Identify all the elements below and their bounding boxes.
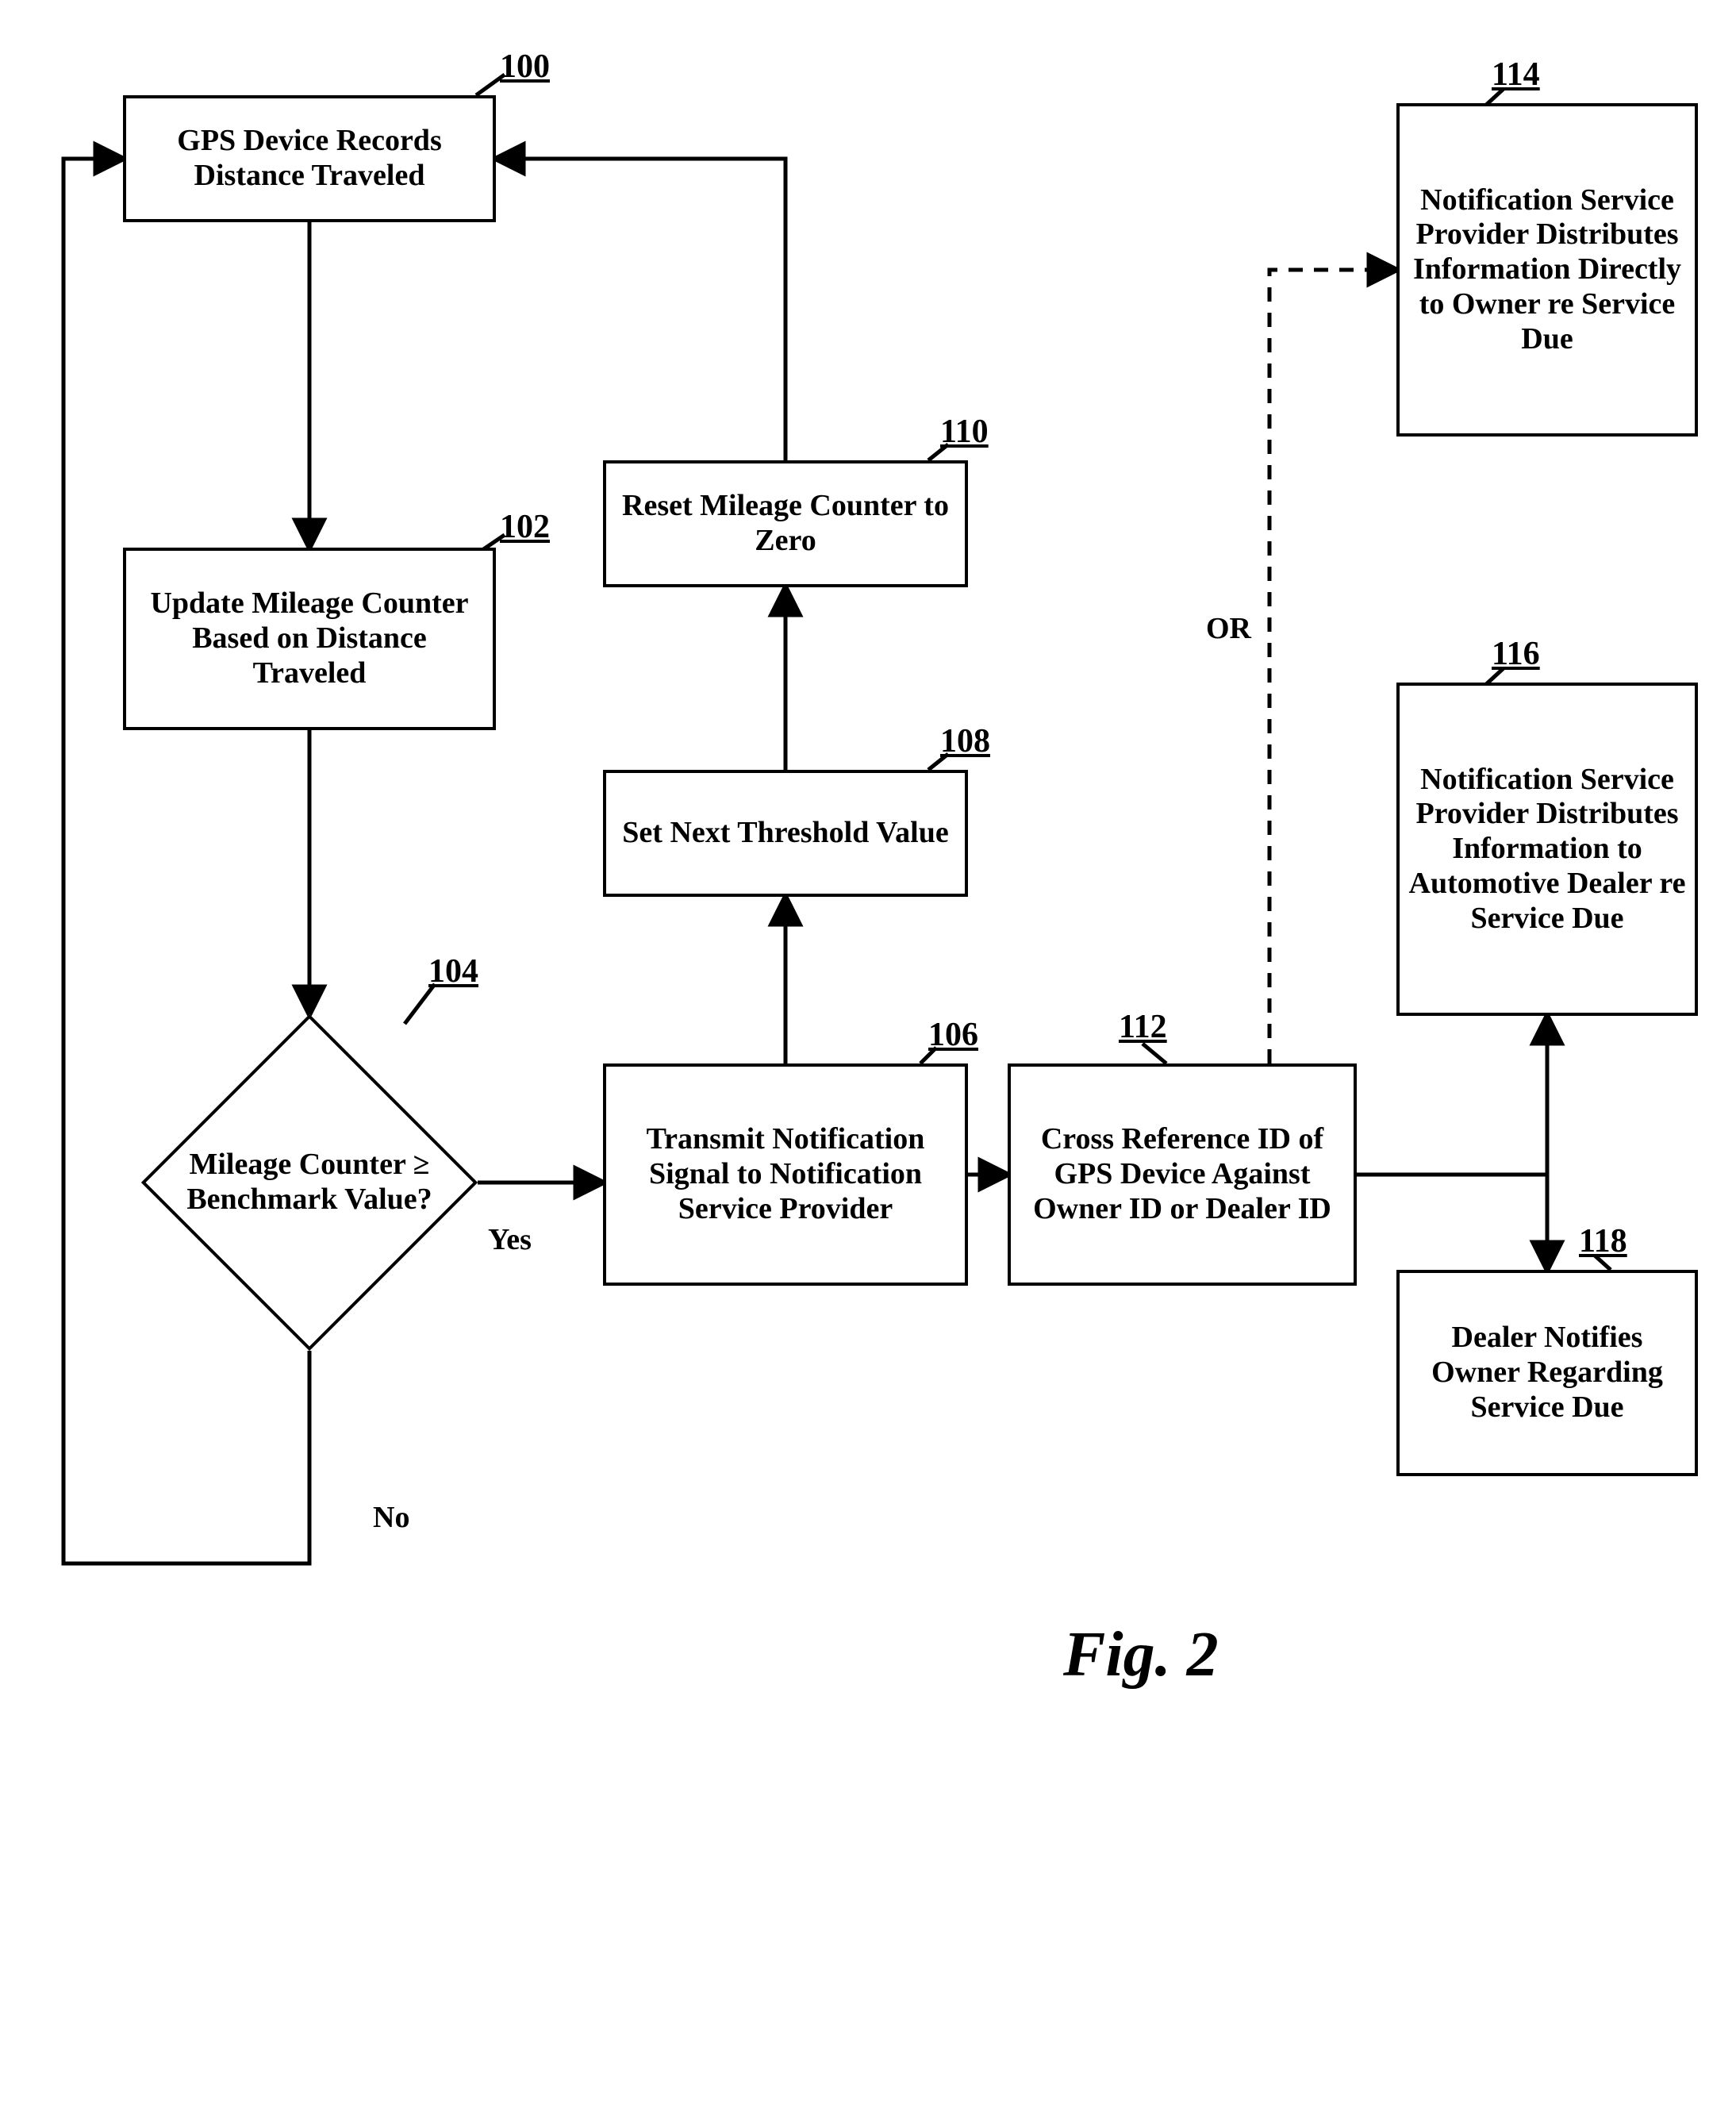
edge-e110-100 <box>496 159 785 460</box>
node-text: Dealer Notifies Owner Regarding Service … <box>1408 1321 1687 1425</box>
node-text: Reset Mileage Counter to Zero <box>614 489 957 558</box>
node-gps-records: GPS Device Records Distance Traveled <box>123 95 496 222</box>
edge-e104-no-loop <box>63 159 309 1563</box>
ref-112: 112 <box>1119 1008 1167 1046</box>
node-text: Notification Service Provider Distribute… <box>1408 183 1687 356</box>
node-text: Notification Service Provider Distribute… <box>1408 763 1687 936</box>
ref-110: 110 <box>940 413 989 451</box>
ref-104: 104 <box>428 952 478 990</box>
label-no: No <box>373 1500 409 1535</box>
node-notify-dealer: Notification Service Provider Distribute… <box>1396 683 1698 1016</box>
ref-100: 100 <box>500 48 550 86</box>
edge-e112-114-dash <box>1269 270 1396 1063</box>
flowchart-canvas: GPS Device Records Distance Traveled Upd… <box>32 32 1704 2091</box>
edge-ref112 <box>1143 1044 1166 1063</box>
ref-118: 118 <box>1579 1222 1627 1260</box>
node-notify-owner-direct: Notification Service Provider Distribute… <box>1396 103 1698 437</box>
node-cross-reference: Cross Reference ID of GPS Device Against… <box>1008 1063 1357 1286</box>
node-reset-counter: Reset Mileage Counter to Zero <box>603 460 968 587</box>
node-decision-mileage <box>141 1014 478 1351</box>
node-dealer-notifies-owner: Dealer Notifies Owner Regarding Service … <box>1396 1270 1698 1476</box>
node-text: GPS Device Records Distance Traveled <box>134 124 485 193</box>
node-update-mileage: Update Mileage Counter Based on Distance… <box>123 548 496 730</box>
ref-114: 114 <box>1492 56 1540 94</box>
label-or: OR <box>1206 611 1251 646</box>
ref-102: 102 <box>500 508 550 546</box>
label-yes: Yes <box>488 1222 532 1257</box>
node-text: Set Next Threshold Value <box>622 816 948 851</box>
node-text: Update Mileage Counter Based on Distance… <box>134 587 485 690</box>
ref-116: 116 <box>1492 635 1540 673</box>
edge-e112-116 <box>1357 1016 1547 1175</box>
node-text: Transmit Notification Signal to Notifica… <box>614 1122 957 1226</box>
ref-108: 108 <box>940 722 990 760</box>
ref-106: 106 <box>928 1016 978 1054</box>
node-text: Cross Reference ID of GPS Device Against… <box>1019 1122 1346 1226</box>
figure-caption: Fig. 2 <box>1063 1619 1219 1691</box>
node-set-threshold: Set Next Threshold Value <box>603 770 968 897</box>
node-transmit-notification: Transmit Notification Signal to Notifica… <box>603 1063 968 1286</box>
